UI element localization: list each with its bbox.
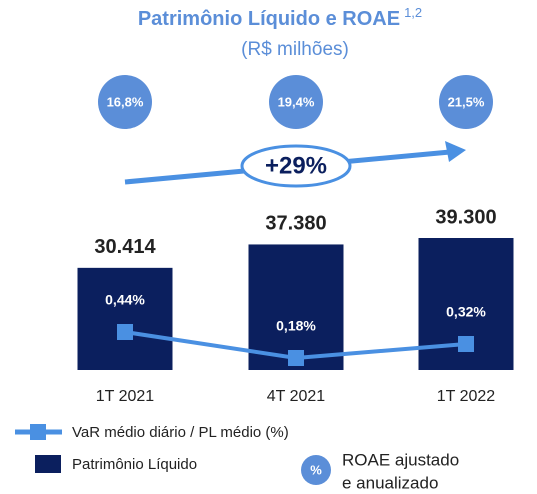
x-tick-label: 1T 2021 [96, 388, 155, 405]
legend-label: ROAE ajustado [342, 450, 459, 469]
var-value-label: 0,18% [276, 318, 316, 334]
var-marker [288, 350, 304, 366]
bar-value-label: 37.380 [265, 213, 326, 235]
legend-label: Patrimônio Líquido [72, 456, 197, 473]
bar [77, 267, 173, 370]
roae-label: 19,4% [278, 94, 315, 109]
title-note: 1,2 [404, 5, 422, 20]
roae-label: 21,5% [448, 94, 485, 109]
roae-label: 16,8% [107, 94, 144, 109]
roae-circle [98, 75, 152, 129]
x-tick-label: 1T 2022 [437, 388, 496, 405]
var-value-label: 0,32% [446, 304, 486, 320]
legend-roae-symbol: % [310, 462, 322, 477]
legend-line-marker [30, 424, 46, 440]
legend-bar-swatch [35, 455, 61, 473]
var-marker [458, 336, 474, 352]
legend-roae-circle [301, 455, 331, 485]
growth-arrowhead [445, 141, 466, 162]
annotation: +29% [265, 152, 327, 179]
bar-value-label: 39.300 [435, 206, 496, 228]
title-text: Patrimônio Líquido e ROAE [138, 8, 400, 30]
bar [248, 244, 344, 370]
chart-subtitle: (R$ milhões) [241, 39, 349, 60]
bar-value-label: 30.414 [94, 236, 156, 258]
roae-circle [269, 75, 323, 129]
chart-title: Patrimônio Líquido e ROAE 1,2 [138, 5, 422, 30]
annotation-oval [240, 144, 352, 188]
roae-circle [439, 75, 493, 129]
legend-label: VaR médio diário / PL médio (%) [72, 424, 289, 441]
x-tick-label: 4T 2021 [267, 388, 326, 405]
var-value-label: 0,44% [105, 292, 145, 308]
var-marker [117, 324, 133, 340]
legend-label: e anualizado [342, 473, 438, 492]
